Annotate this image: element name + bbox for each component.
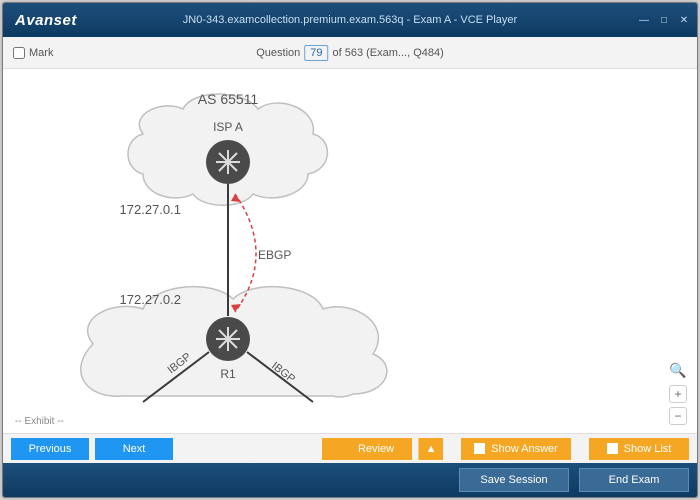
zoom-in-button[interactable]: + xyxy=(669,385,687,403)
mark-label: Mark xyxy=(29,47,53,59)
question-suffix: of 563 (Exam..., Q484) xyxy=(333,47,444,59)
ip-bottom-label: 172.27.0.2 xyxy=(120,292,181,307)
toolbar: Mark Question 79 of 563 (Exam..., Q484) xyxy=(3,37,697,69)
router-arrows-top xyxy=(216,150,240,174)
ip-top-label: 172.27.0.1 xyxy=(120,202,181,217)
show-answer-label: Show Answer xyxy=(491,443,558,455)
previous-button[interactable]: Previous xyxy=(11,438,89,460)
question-prefix: Question xyxy=(256,47,300,59)
end-exam-button[interactable]: End Exam xyxy=(579,468,689,492)
footer-nav: Previous Next Review ▲ Show Answer Show … xyxy=(3,433,697,463)
question-number[interactable]: 79 xyxy=(304,45,328,61)
footer-session: Save Session End Exam xyxy=(3,463,697,497)
as-label: AS 65511 xyxy=(198,91,259,107)
mark-checkbox-wrap[interactable]: Mark xyxy=(13,47,53,59)
exhibit-label: -- Exhibit -- xyxy=(15,416,64,427)
zoom-controls: 🔍 + − xyxy=(669,362,687,425)
question-indicator: Question 79 of 563 (Exam..., Q484) xyxy=(256,45,444,61)
show-list-label: Show List xyxy=(624,443,672,455)
router-arrows-bottom xyxy=(216,327,240,351)
close-icon[interactable]: ✕ xyxy=(677,13,691,27)
show-list-checkbox xyxy=(607,443,618,454)
r1-label: R1 xyxy=(220,367,236,381)
window-controls: — □ ✕ xyxy=(637,13,691,27)
window-title: JN0-343.examcollection.premium.exam.563q… xyxy=(183,14,517,26)
show-answer-button[interactable]: Show Answer xyxy=(461,438,571,460)
content-area: AS 65511 ISP A 172.27.0.1 EBGP 172.27.0.… xyxy=(3,69,697,433)
isp-label: ISP A xyxy=(213,120,243,134)
app-window: Avanset JN0-343.examcollection.premium.e… xyxy=(2,2,698,498)
maximize-icon[interactable]: □ xyxy=(657,13,671,27)
mark-checkbox[interactable] xyxy=(13,47,25,59)
minimize-icon[interactable]: — xyxy=(637,13,651,27)
show-answer-checkbox xyxy=(474,443,485,454)
review-button[interactable]: Review xyxy=(322,438,412,460)
next-button[interactable]: Next xyxy=(95,438,173,460)
network-diagram: AS 65511 ISP A 172.27.0.1 EBGP 172.27.0.… xyxy=(33,74,403,404)
titlebar: Avanset JN0-343.examcollection.premium.e… xyxy=(3,3,697,37)
save-session-button[interactable]: Save Session xyxy=(459,468,569,492)
zoom-out-button[interactable]: − xyxy=(669,407,687,425)
review-arrow-button[interactable]: ▲ xyxy=(418,438,443,460)
ebgp-label: EBGP xyxy=(258,248,291,262)
magnifier-icon[interactable]: 🔍 xyxy=(669,362,686,379)
show-list-button[interactable]: Show List xyxy=(589,438,689,460)
logo: Avanset xyxy=(15,12,77,29)
